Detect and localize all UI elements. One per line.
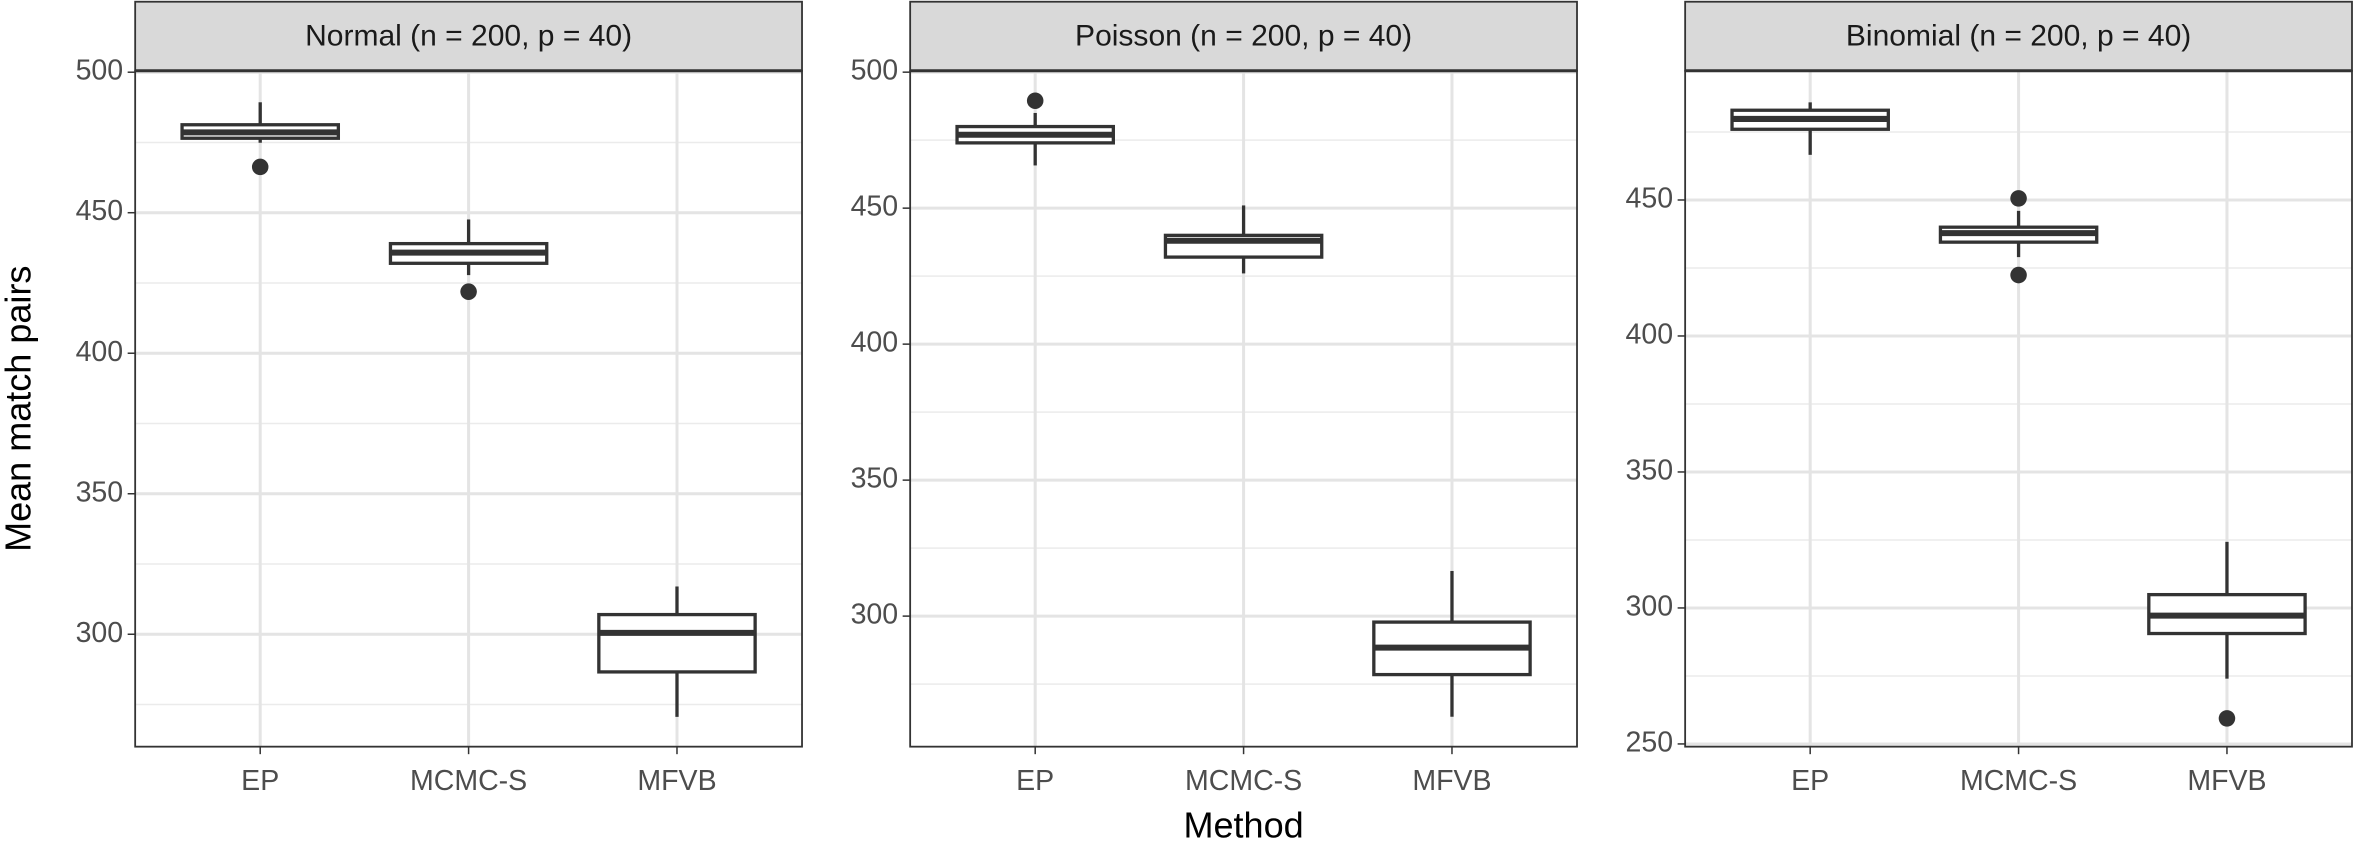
y-tick-label: 450 — [851, 191, 899, 223]
panel-title: Normal (n = 200, p = 40) — [305, 20, 632, 53]
y-tick-label: 300 — [851, 599, 899, 631]
outlier — [2010, 190, 2027, 207]
strip — [134, 0, 803, 72]
strip — [909, 0, 1578, 72]
y-axis-label: Mean match pairs — [0, 266, 39, 552]
y-tick-label: 450 — [76, 195, 124, 227]
y-tick-label: 300 — [1626, 590, 1674, 622]
strip — [1684, 0, 2353, 72]
y-tick-label: 350 — [76, 476, 124, 508]
outlier — [251, 158, 269, 176]
y-tick-label: 450 — [1626, 183, 1674, 215]
box — [597, 612, 757, 674]
outlier — [2010, 266, 2027, 284]
y-tick-label: 300 — [76, 617, 124, 649]
x-tick-label: MCMC-S — [1960, 765, 2077, 797]
x-tick-label: MFVB — [1412, 765, 1491, 797]
outlier — [2218, 710, 2236, 727]
x-tick-label: EP — [241, 765, 279, 797]
x-tick-label: MCMC-S — [1185, 765, 1302, 797]
y-tick-label: 500 — [851, 55, 899, 87]
y-tick-label: 500 — [76, 55, 124, 87]
panel-title: Poisson (n = 200, p = 40) — [1075, 20, 1412, 53]
panel-title: Binomial (n = 200, p = 40) — [1846, 20, 2191, 53]
x-axis-label: Method — [1183, 804, 1303, 845]
outlier — [460, 283, 477, 300]
y-tick-label: 350 — [851, 463, 899, 495]
outlier — [1026, 92, 1044, 109]
y-tick-label: 400 — [851, 327, 899, 359]
y-tick-label: 350 — [1626, 454, 1674, 486]
x-tick-label: EP — [1791, 765, 1829, 797]
y-tick-label: 400 — [1626, 319, 1674, 351]
x-tick-label: MFVB — [2187, 765, 2266, 797]
x-tick-label: MCMC-S — [410, 765, 527, 797]
x-tick-label: EP — [1016, 765, 1054, 797]
y-tick-label: 250 — [1626, 726, 1674, 758]
x-tick-label: MFVB — [637, 765, 716, 797]
y-tick-label: 400 — [76, 336, 124, 368]
